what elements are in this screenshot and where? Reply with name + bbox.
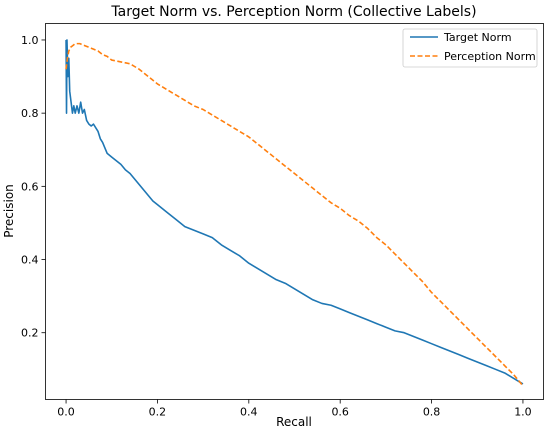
x-tick-label: 0.4 [240,406,258,419]
x-tick-label: 1.0 [514,406,532,419]
y-tick-label: 0.6 [21,180,39,193]
y-axis-label: Precision [2,184,16,238]
x-tick-label: 0.8 [423,406,441,419]
x-axis-label: Recall [276,415,312,429]
y-tick-label: 0.2 [21,327,39,340]
plot-frame [45,23,544,400]
series-line-target-norm [65,39,524,385]
plot-area [65,39,524,387]
y-axis: 0.2 0.4 0.6 0.8 1.0 [21,34,46,340]
legend-label-perception-norm: Perception Norm [444,50,536,63]
x-tick-label: 0.2 [149,406,167,419]
x-tick-label: 0.6 [331,406,349,419]
legend-box [402,28,538,68]
y-tick-label: 0.8 [21,107,39,120]
y-tick-label: 0.4 [21,254,39,267]
legend: Target Norm Perception Norm [402,28,538,68]
x-tick-label: 0.0 [57,406,75,419]
y-tick-label: 1.0 [21,34,39,47]
chart-title: Target Norm vs. Perception Norm (Collect… [110,4,476,20]
legend-label-target-norm: Target Norm [443,31,512,44]
series-line-perception-norm [65,42,524,387]
x-axis: 0.0 0.2 0.4 0.6 0.8 1.0 [57,399,532,419]
